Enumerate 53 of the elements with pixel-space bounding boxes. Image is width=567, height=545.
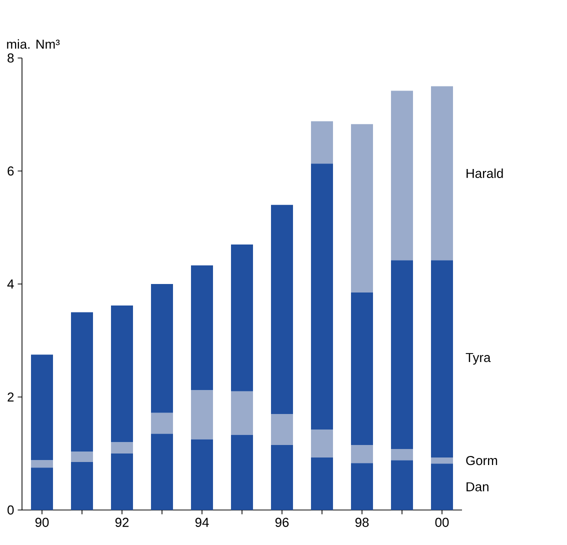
bar — [151, 284, 173, 413]
bar — [191, 439, 214, 510]
x-tick-label: 94 — [195, 518, 209, 527]
bar — [71, 462, 93, 510]
x-tick-label: 00 — [435, 518, 449, 527]
bar — [71, 312, 93, 452]
bar — [431, 86, 454, 260]
bar — [391, 460, 414, 510]
y-tick-label: 2 — [8, 392, 14, 402]
bar — [311, 121, 334, 164]
x-tick-label: 92 — [115, 518, 129, 527]
bar — [351, 292, 374, 446]
bar — [271, 445, 294, 510]
bar — [111, 454, 133, 510]
bar — [231, 244, 254, 392]
series-label: Harald — [466, 168, 503, 178]
bar — [391, 448, 414, 460]
x-tick-label: 98 — [355, 518, 369, 527]
bar — [151, 434, 173, 510]
bar — [111, 305, 133, 442]
bar — [431, 260, 454, 458]
y-tick-label: 6 — [8, 166, 14, 176]
bar — [151, 412, 173, 434]
bar — [191, 265, 214, 390]
y-tick-label: 8 — [8, 53, 14, 63]
x-tick-label: 96 — [275, 518, 289, 527]
y-tick-label: 4 — [7, 280, 14, 288]
bar — [71, 452, 93, 462]
bar — [271, 204, 294, 414]
bar — [231, 391, 254, 435]
bar — [431, 457, 454, 464]
bar — [351, 124, 374, 292]
bar — [191, 390, 214, 440]
bar — [231, 434, 254, 510]
y-axis-title: mia. Nm³ — [7, 39, 60, 49]
bar — [271, 414, 294, 446]
bar — [31, 468, 53, 510]
bar — [391, 260, 414, 449]
bar — [431, 464, 454, 510]
bar — [351, 445, 374, 464]
y-tick-label: 0 — [8, 505, 14, 515]
bar — [311, 430, 334, 458]
bar — [111, 442, 133, 454]
bar — [311, 164, 334, 430]
bar — [391, 90, 414, 260]
series-label: Tyra — [466, 353, 491, 365]
series-label: Dan — [466, 482, 488, 492]
x-tick-label: 90 — [35, 518, 49, 527]
bar — [311, 457, 334, 510]
bar — [31, 460, 53, 468]
series-label: Gorm — [466, 456, 498, 466]
bar — [351, 463, 374, 510]
bar — [31, 354, 53, 460]
